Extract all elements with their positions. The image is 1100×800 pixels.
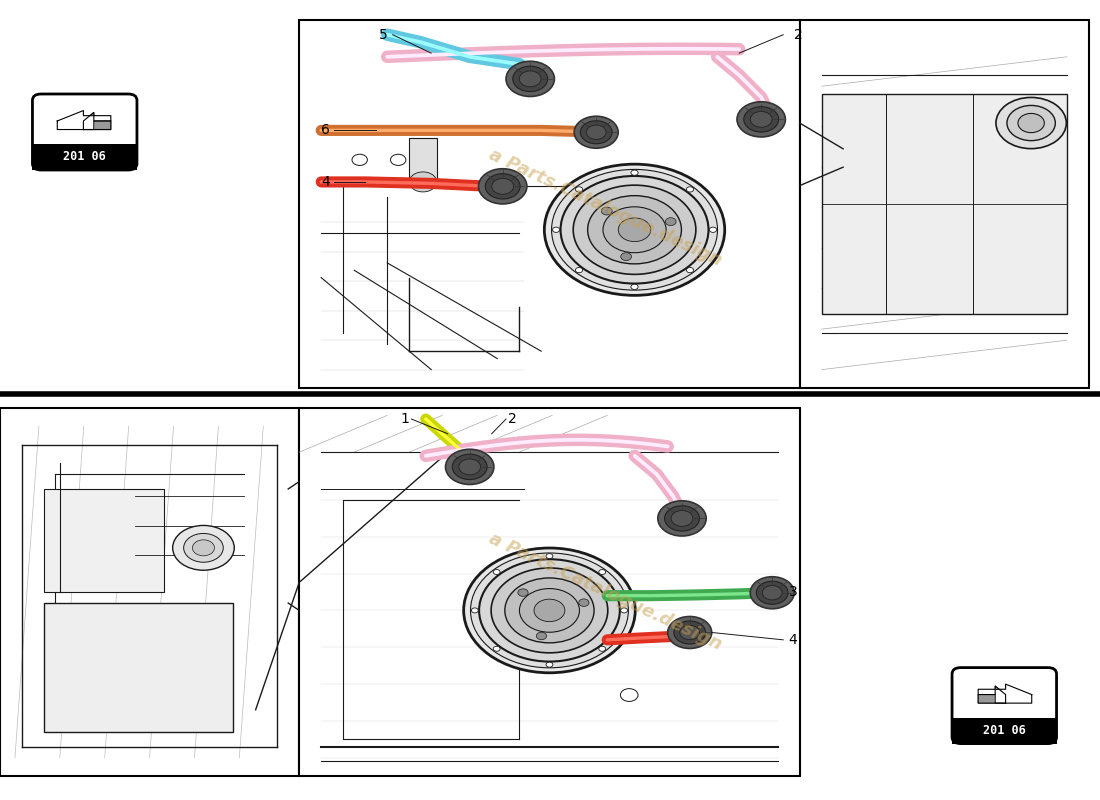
Circle shape (631, 170, 638, 175)
Bar (953, 718, 1056, 744)
Circle shape (574, 116, 618, 148)
Bar (409, 138, 437, 182)
Circle shape (192, 540, 215, 556)
Circle shape (471, 553, 628, 668)
Circle shape (552, 227, 560, 232)
Circle shape (666, 218, 676, 226)
Circle shape (532, 652, 550, 665)
Circle shape (668, 617, 712, 649)
Circle shape (680, 626, 700, 640)
Polygon shape (57, 110, 111, 130)
Text: 4: 4 (321, 175, 330, 189)
Circle shape (505, 578, 594, 643)
Circle shape (710, 227, 716, 232)
Circle shape (620, 608, 627, 613)
Circle shape (184, 534, 223, 562)
Circle shape (446, 450, 494, 485)
Polygon shape (978, 684, 1032, 703)
Circle shape (602, 207, 613, 215)
Circle shape (537, 632, 547, 640)
Circle shape (620, 253, 631, 261)
Circle shape (618, 218, 651, 242)
Circle shape (352, 154, 367, 166)
Circle shape (478, 169, 527, 204)
Text: 201 06: 201 06 (983, 724, 1025, 737)
FancyBboxPatch shape (953, 667, 1056, 744)
Bar (44, 603, 233, 732)
Circle shape (561, 176, 708, 283)
Circle shape (506, 62, 554, 97)
Circle shape (513, 66, 548, 91)
Circle shape (744, 106, 779, 132)
Circle shape (658, 501, 706, 536)
Circle shape (534, 599, 565, 622)
Text: 2: 2 (794, 28, 803, 42)
Circle shape (762, 586, 782, 600)
Polygon shape (84, 113, 111, 130)
Circle shape (674, 621, 705, 644)
Text: 1: 1 (400, 412, 409, 426)
Circle shape (603, 206, 667, 253)
Circle shape (581, 121, 612, 144)
Circle shape (575, 267, 583, 273)
Circle shape (750, 111, 772, 127)
Circle shape (472, 608, 478, 613)
Circle shape (390, 154, 406, 166)
Bar (0, 408, 299, 776)
Bar (32, 144, 136, 170)
Circle shape (485, 174, 520, 199)
Circle shape (750, 577, 794, 609)
Circle shape (491, 568, 608, 653)
Text: 5: 5 (378, 28, 387, 42)
Text: 201 06: 201 06 (64, 150, 106, 163)
Circle shape (493, 646, 500, 651)
Circle shape (598, 570, 606, 574)
Circle shape (587, 196, 681, 264)
Text: 3: 3 (789, 585, 797, 599)
Polygon shape (978, 686, 1005, 703)
Circle shape (546, 554, 553, 558)
Circle shape (493, 570, 500, 574)
Circle shape (1006, 106, 1055, 141)
Bar (44, 489, 164, 592)
Circle shape (551, 170, 717, 290)
FancyBboxPatch shape (32, 94, 136, 170)
Circle shape (579, 599, 588, 606)
Circle shape (173, 526, 234, 570)
Circle shape (1018, 114, 1044, 133)
Text: 2: 2 (508, 412, 517, 426)
Circle shape (671, 510, 693, 526)
Circle shape (598, 646, 606, 651)
Circle shape (459, 459, 481, 475)
Text: a Parts.Catalogue.design: a Parts.Catalogue.design (485, 530, 725, 654)
Text: 4: 4 (789, 633, 797, 647)
Circle shape (544, 164, 725, 295)
Circle shape (492, 178, 514, 194)
Circle shape (518, 589, 528, 596)
Bar (299, 408, 800, 776)
Circle shape (573, 185, 696, 274)
Circle shape (686, 186, 694, 192)
Circle shape (575, 186, 583, 192)
Circle shape (620, 689, 638, 702)
Circle shape (546, 662, 553, 667)
Circle shape (686, 267, 694, 273)
Bar (822, 94, 1067, 314)
Circle shape (757, 582, 788, 604)
Bar (299, 20, 800, 388)
Circle shape (631, 284, 638, 290)
Circle shape (464, 548, 636, 673)
Circle shape (480, 559, 619, 662)
Circle shape (586, 125, 606, 139)
Circle shape (996, 98, 1066, 149)
Text: a Parts.Catalogue.design: a Parts.Catalogue.design (485, 146, 725, 270)
Circle shape (664, 506, 700, 531)
Circle shape (409, 172, 437, 192)
Bar (800, 20, 1089, 388)
Circle shape (519, 71, 541, 86)
Circle shape (519, 589, 580, 632)
Circle shape (452, 454, 487, 479)
Text: 6: 6 (321, 123, 330, 138)
Circle shape (737, 102, 785, 137)
